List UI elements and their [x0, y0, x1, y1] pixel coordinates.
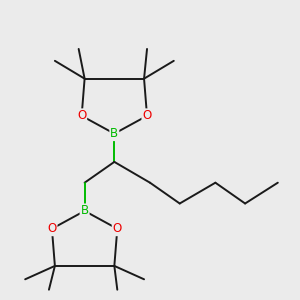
Text: O: O	[142, 109, 152, 122]
Text: O: O	[47, 222, 56, 235]
Text: B: B	[110, 127, 118, 140]
Text: O: O	[77, 109, 86, 122]
Text: B: B	[80, 204, 89, 218]
Text: O: O	[113, 222, 122, 235]
